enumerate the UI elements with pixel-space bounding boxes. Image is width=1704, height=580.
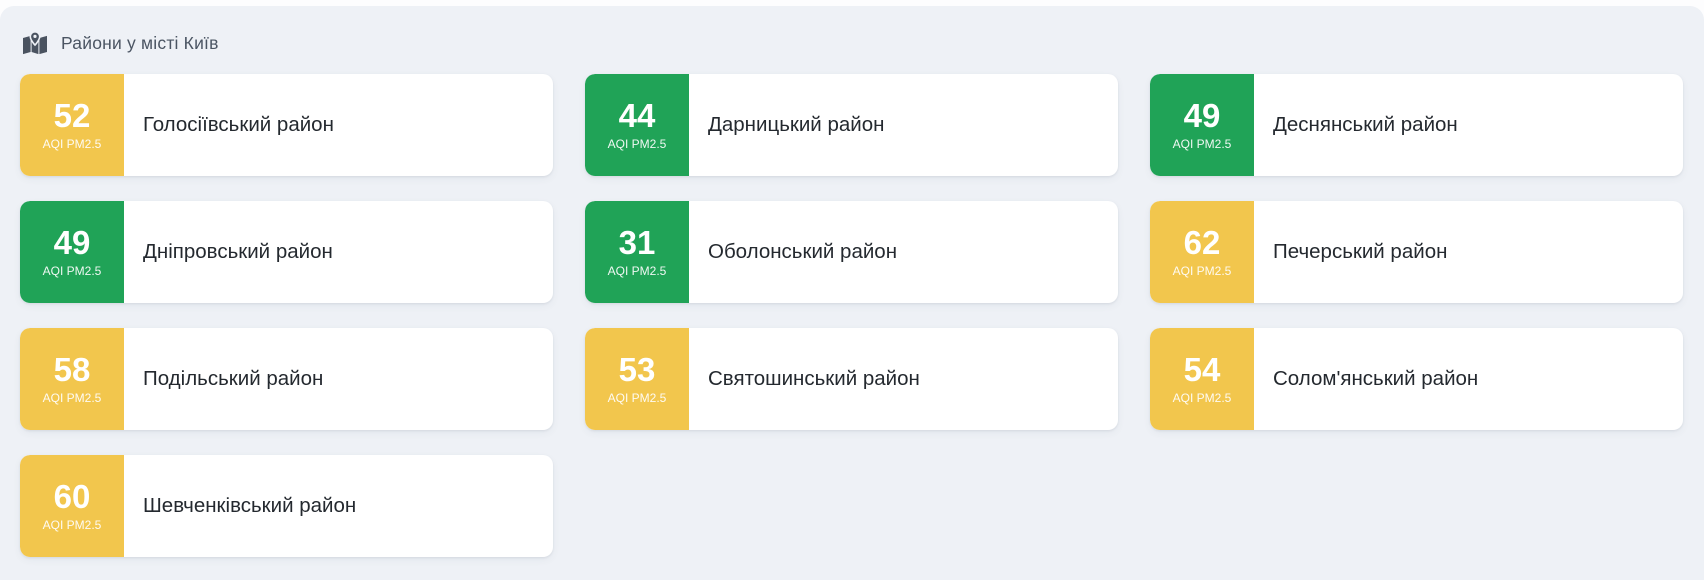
aqi-sublabel: AQI PM2.5 xyxy=(607,137,667,151)
aqi-badge: 62 AQI PM2.5 xyxy=(1150,201,1254,303)
aqi-badge: 53 AQI PM2.5 xyxy=(585,328,689,430)
aqi-badge: 52 AQI PM2.5 xyxy=(20,74,124,176)
district-name: Подільський район xyxy=(143,367,324,390)
district-name: Солом'янський район xyxy=(1273,367,1479,390)
district-name: Дніпровський район xyxy=(143,240,333,263)
district-card[interactable]: 62 AQI PM2.5 Печерський район xyxy=(1150,201,1683,303)
aqi-value: 54 xyxy=(1183,351,1221,388)
aqi-value: 58 xyxy=(53,351,91,388)
district-card[interactable]: 58 AQI PM2.5 Подільський район xyxy=(20,328,553,430)
aqi-sublabel: AQI PM2.5 xyxy=(42,137,102,151)
district-name: Дарницький район xyxy=(708,113,885,136)
district-card[interactable]: 49 AQI PM2.5 Деснянський район xyxy=(1150,74,1683,176)
district-name: Печерський район xyxy=(1273,240,1448,263)
district-name: Святошинський район xyxy=(708,367,920,390)
districts-panel: Райони у місті Київ 52 AQI PM2.5 Голосії… xyxy=(0,6,1704,580)
aqi-sublabel: AQI PM2.5 xyxy=(1172,137,1232,151)
aqi-sublabel: AQI PM2.5 xyxy=(42,264,102,278)
aqi-sublabel: AQI PM2.5 xyxy=(42,518,102,532)
district-card[interactable]: 49 AQI PM2.5 Дніпровський район xyxy=(20,201,553,303)
aqi-badge: 49 AQI PM2.5 xyxy=(20,201,124,303)
panel-title: Райони у місті Київ xyxy=(61,32,219,53)
map-marked-icon xyxy=(23,31,47,55)
district-name: Оболонський район xyxy=(708,240,898,263)
aqi-badge: 31 AQI PM2.5 xyxy=(585,201,689,303)
aqi-sublabel: AQI PM2.5 xyxy=(42,391,102,405)
aqi-value: 49 xyxy=(1183,97,1221,134)
districts-grid: 52 AQI PM2.5 Голосіївський район 44 AQI … xyxy=(0,74,1704,557)
district-card[interactable]: 53 AQI PM2.5 Святошинський район xyxy=(585,328,1118,430)
district-name: Голосіївський район xyxy=(143,113,334,136)
aqi-value: 62 xyxy=(1183,224,1221,261)
district-card[interactable]: 31 AQI PM2.5 Оболонський район xyxy=(585,201,1118,303)
aqi-badge: 58 AQI PM2.5 xyxy=(20,328,124,430)
aqi-badge: 44 AQI PM2.5 xyxy=(585,74,689,176)
aqi-value: 52 xyxy=(53,97,91,134)
district-name: Шевченківський район xyxy=(143,494,357,517)
aqi-sublabel: AQI PM2.5 xyxy=(1172,391,1232,405)
aqi-value: 31 xyxy=(618,224,656,261)
district-name: Деснянський район xyxy=(1273,113,1458,136)
aqi-sublabel: AQI PM2.5 xyxy=(607,264,667,278)
aqi-sublabel: AQI PM2.5 xyxy=(1172,264,1232,278)
aqi-badge: 49 AQI PM2.5 xyxy=(1150,74,1254,176)
aqi-value: 49 xyxy=(53,224,91,261)
aqi-badge: 60 AQI PM2.5 xyxy=(20,455,124,557)
aqi-value: 53 xyxy=(618,351,656,388)
district-card[interactable]: 52 AQI PM2.5 Голосіївський район xyxy=(20,74,553,176)
aqi-value: 60 xyxy=(53,478,91,515)
aqi-badge: 54 AQI PM2.5 xyxy=(1150,328,1254,430)
district-card[interactable]: 60 AQI PM2.5 Шевченківський район xyxy=(20,455,553,557)
aqi-sublabel: AQI PM2.5 xyxy=(607,391,667,405)
aqi-value: 44 xyxy=(618,97,656,134)
panel-header: Райони у місті Київ xyxy=(0,6,1704,74)
district-card[interactable]: 44 AQI PM2.5 Дарницький район xyxy=(585,74,1118,176)
district-card[interactable]: 54 AQI PM2.5 Солом'янський район xyxy=(1150,328,1683,430)
